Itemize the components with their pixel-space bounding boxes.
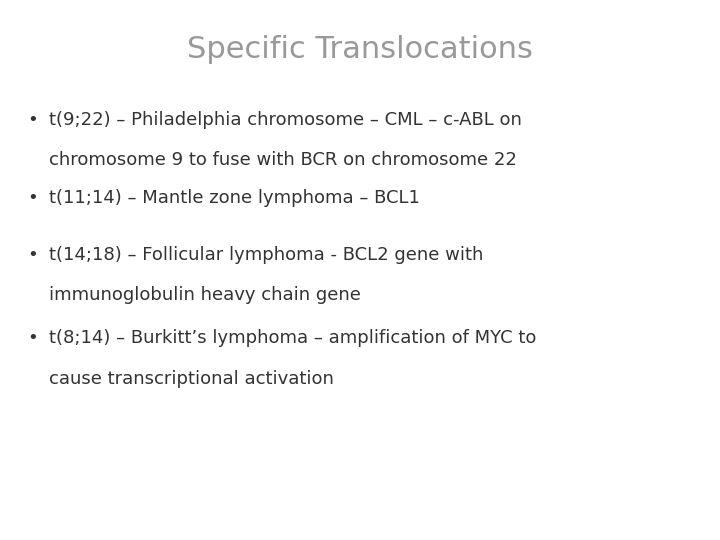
Text: t(14;18) – Follicular lymphoma - BCL2 gene with: t(14;18) – Follicular lymphoma - BCL2 ge… (49, 246, 483, 264)
Text: •: • (27, 329, 38, 347)
Text: immunoglobulin heavy chain gene: immunoglobulin heavy chain gene (49, 286, 361, 304)
Text: cause transcriptional activation: cause transcriptional activation (49, 370, 334, 388)
Text: •: • (27, 246, 38, 264)
Text: t(8;14) – Burkitt’s lymphoma – amplification of MYC to: t(8;14) – Burkitt’s lymphoma – amplifica… (49, 329, 536, 347)
Text: Specific Translocations: Specific Translocations (187, 35, 533, 64)
Text: •: • (27, 111, 38, 129)
Text: •: • (27, 189, 38, 207)
Text: chromosome 9 to fuse with BCR on chromosome 22: chromosome 9 to fuse with BCR on chromos… (49, 151, 517, 169)
Text: t(9;22) – Philadelphia chromosome – CML – c-ABL on: t(9;22) – Philadelphia chromosome – CML … (49, 111, 522, 129)
Text: t(11;14) – Mantle zone lymphoma – BCL1: t(11;14) – Mantle zone lymphoma – BCL1 (49, 189, 420, 207)
